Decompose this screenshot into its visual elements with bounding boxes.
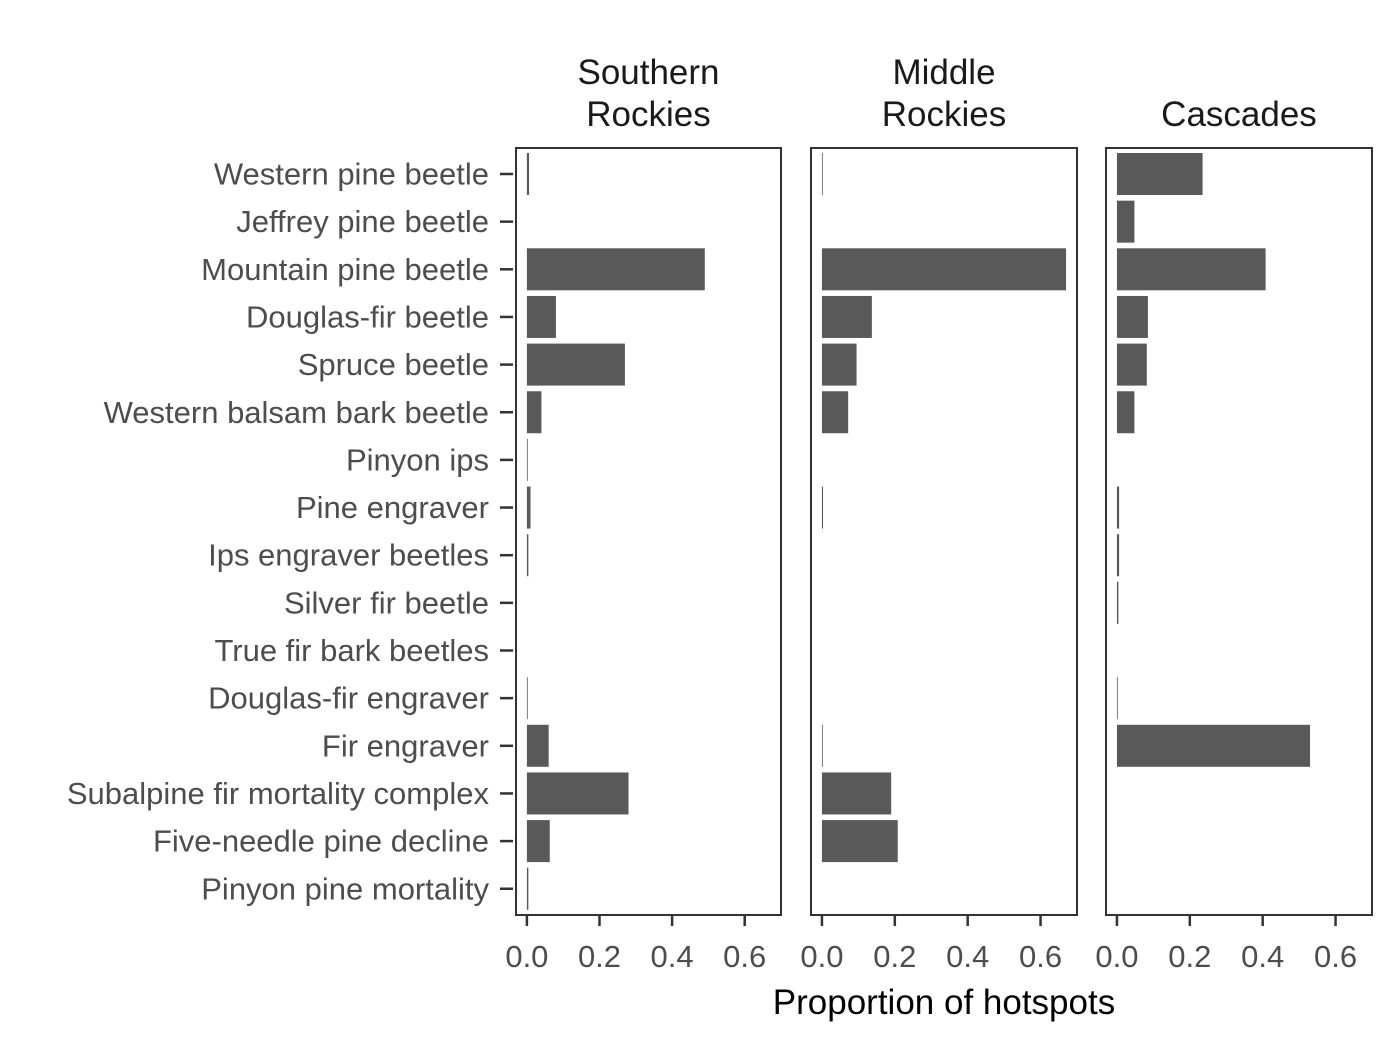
bar bbox=[526, 772, 629, 815]
bar bbox=[821, 248, 1067, 291]
category-label: True fir bark beetles bbox=[214, 633, 489, 668]
category-label: Western balsam bark beetle bbox=[104, 395, 489, 430]
x-tick-label: 0.6 bbox=[723, 939, 766, 974]
x-tick-label: 0.4 bbox=[1241, 939, 1284, 974]
bar bbox=[1116, 343, 1147, 386]
facet-title: Rockies bbox=[586, 95, 710, 134]
x-tick-label: 0.4 bbox=[651, 939, 694, 974]
x-tick-label: 0.2 bbox=[873, 939, 916, 974]
bar bbox=[526, 724, 549, 767]
panel-border bbox=[1105, 147, 1373, 916]
x-tick-label: 0.4 bbox=[946, 939, 989, 974]
x-tick-label: 0.0 bbox=[505, 939, 548, 974]
bar bbox=[526, 248, 705, 291]
category-label: Douglas-fir beetle bbox=[246, 299, 489, 334]
bar bbox=[821, 343, 857, 386]
bar bbox=[1116, 677, 1118, 720]
bar bbox=[1116, 534, 1120, 577]
panel-border bbox=[810, 147, 1078, 916]
bar bbox=[821, 724, 823, 767]
bar bbox=[1116, 200, 1135, 243]
bar bbox=[821, 820, 898, 863]
bar bbox=[526, 438, 528, 481]
facet-title: Southern bbox=[577, 53, 719, 92]
bar bbox=[526, 677, 528, 720]
facet-title: Middle bbox=[892, 53, 995, 92]
bar bbox=[526, 295, 556, 338]
bar bbox=[1116, 581, 1119, 624]
x-axis-title: Proportion of hotspots bbox=[773, 983, 1115, 1022]
x-tick-label: 0.6 bbox=[1019, 939, 1062, 974]
category-label: Spruce beetle bbox=[298, 347, 489, 382]
bar bbox=[821, 772, 892, 815]
bar bbox=[526, 391, 542, 434]
x-tick-label: 0.0 bbox=[1095, 939, 1138, 974]
bar bbox=[1116, 295, 1148, 338]
x-tick-label: 0.6 bbox=[1314, 939, 1357, 974]
category-label: Fir engraver bbox=[322, 728, 489, 763]
category-label: Subalpine fir mortality complex bbox=[67, 776, 490, 811]
bar bbox=[1116, 486, 1120, 529]
bar bbox=[526, 534, 529, 577]
category-label: Ips engraver beetles bbox=[208, 538, 489, 573]
category-label: Jeffrey pine beetle bbox=[236, 204, 489, 239]
category-label: Western pine beetle bbox=[214, 157, 489, 192]
x-tick-label: 0.0 bbox=[800, 939, 843, 974]
panel-border bbox=[515, 147, 782, 916]
x-tick-label: 0.2 bbox=[578, 939, 621, 974]
bar bbox=[526, 486, 531, 529]
category-label: Douglas-fir engraver bbox=[208, 681, 489, 716]
x-tick-label: 0.2 bbox=[1168, 939, 1211, 974]
category-label: Pinyon ips bbox=[346, 442, 489, 477]
category-label: Pinyon pine mortality bbox=[201, 871, 489, 906]
bar bbox=[1116, 724, 1311, 767]
bar bbox=[821, 391, 849, 434]
facet-title: Cascades bbox=[1161, 95, 1317, 134]
bar bbox=[526, 153, 530, 195]
bar bbox=[526, 820, 550, 863]
facet-title: Rockies bbox=[882, 95, 1006, 134]
bar bbox=[526, 867, 529, 910]
category-label: Pine engraver bbox=[296, 490, 489, 525]
category-label: Silver fir beetle bbox=[284, 585, 489, 620]
bar bbox=[821, 153, 823, 195]
bar bbox=[1116, 248, 1266, 291]
bar bbox=[821, 295, 872, 338]
category-label: Mountain pine beetle bbox=[201, 252, 489, 287]
bar bbox=[1116, 391, 1135, 434]
category-label: Five-needle pine decline bbox=[153, 824, 489, 859]
bar bbox=[821, 486, 824, 529]
bar bbox=[526, 343, 625, 386]
bar bbox=[1116, 153, 1203, 195]
